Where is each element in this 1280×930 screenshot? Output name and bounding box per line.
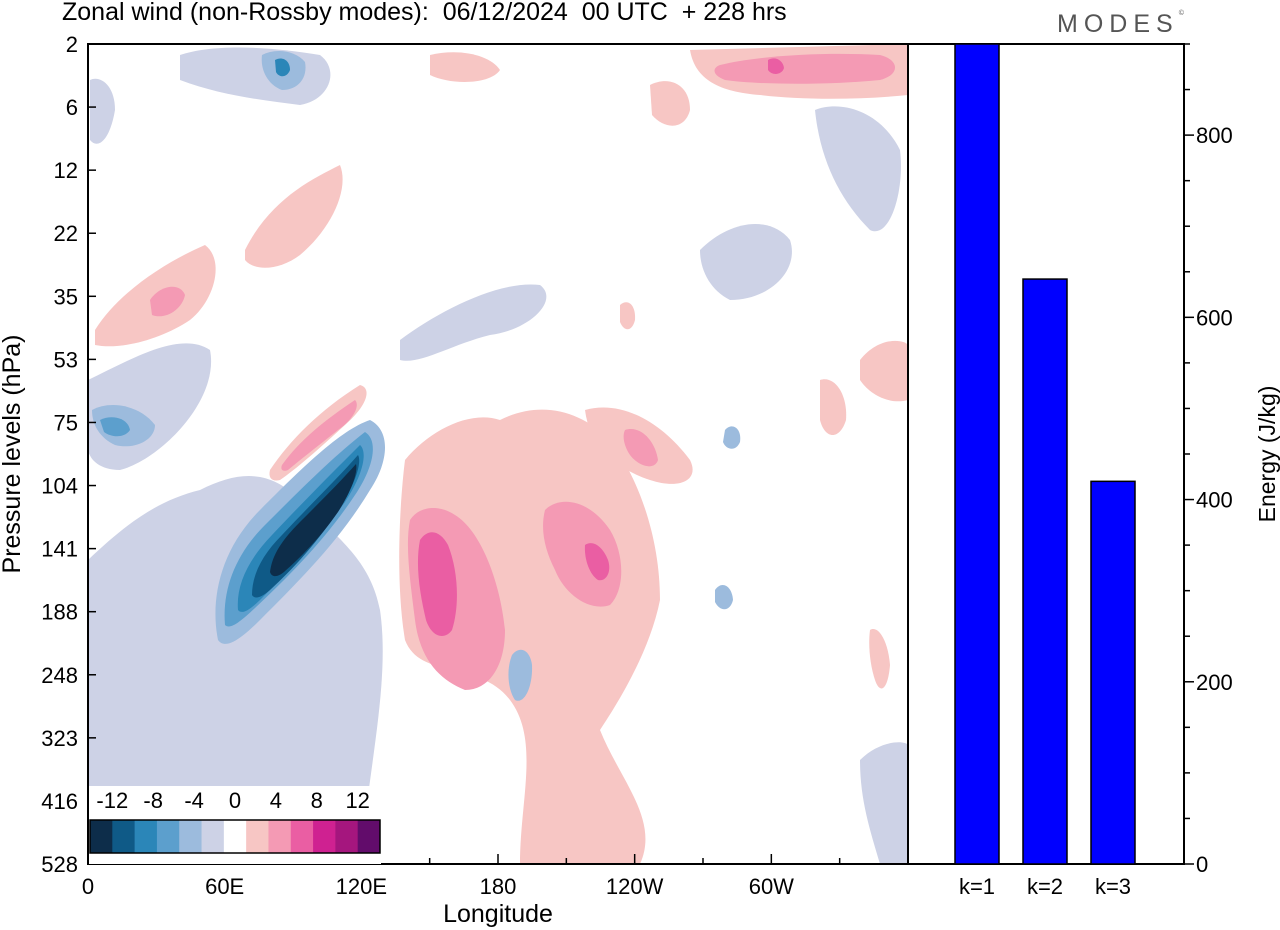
colorbar-swatch [246,820,269,853]
contour-neg-blob-4 [150,625,180,681]
contour-pos-top-right-2 [768,58,784,74]
y-tick-label: 35 [54,284,78,309]
contour-pos-core-2 [417,532,457,636]
brand-logo: MODES© [1057,10,1184,39]
colorbar-label: 4 [270,788,282,813]
colorbar-swatch [268,820,292,853]
contour-pos-core-3 [543,501,622,607]
contour-neg-light-east [700,223,792,300]
y-axis-label: Pressure levels (hPa) [0,335,26,574]
y-tick-label: 22 [54,221,78,246]
x-tick-label: 180 [480,874,517,899]
contour-pos-top-right-1 [714,53,895,84]
x-tick-label: 60W [749,874,794,899]
contour-pos-blob-2 [650,81,690,126]
energy-tick-label: 800 [1196,123,1233,148]
bar-category-labels: k=1 k=2 k=3 [959,874,1131,899]
contour-pos-light-upper-mid [245,165,343,268]
energy-tick-label: 200 [1196,670,1233,695]
y-tick-label: 6 [66,95,78,120]
contour-neg-west-2 [100,417,130,437]
colorbar-swatch [179,820,203,853]
colorbar-swatch [90,820,113,853]
contour-pos-blob-3 [820,379,847,435]
contour-neg-light-top-right [815,106,901,232]
colorbar-label: -8 [143,788,163,813]
contour-pos-core-4 [584,543,610,581]
contour-pos-west-1 [150,286,185,317]
colorbar-labels: -12 -8 -4 0 4 8 12 [96,788,370,813]
x-tick-label: 120W [606,874,664,899]
colorbar-frame [89,819,381,854]
colorbar-swatch [156,820,180,853]
y-tick-label: 248 [41,663,78,688]
colorbar-label: -12 [96,788,128,813]
colorbar-swatch [335,820,359,853]
energy-bar [1022,278,1068,865]
y-tick-label: 188 [41,600,78,625]
x-axis-label: Longitude [443,900,553,928]
contour-neg-blob-3 [715,585,733,610]
y-tick-label: 53 [54,347,78,372]
colorbar-label: 8 [311,788,323,813]
energy-tick-label: 400 [1196,488,1233,513]
contour-pos-blob-1 [620,302,636,330]
x-tick-label: 0 [82,874,94,899]
colorbar-swatch [201,820,225,853]
colorbar-swatch [290,820,314,853]
y-tick-label: 2 [66,32,78,57]
brand-mark: © [1178,10,1184,17]
contour-neg-light-top-left [180,47,331,105]
y-tick-label: 528 [41,852,78,877]
contour-neg-top-left-2 [275,58,290,77]
y-tick-label: 104 [41,474,78,499]
colorbar-label: -4 [184,788,204,813]
energy-bar [954,43,1000,865]
contour-pos-streak-2 [281,400,357,471]
x-tick-label: 120E [336,874,387,899]
bar-category-label: k=3 [1095,874,1131,899]
contour-pos-light-top-mid [430,52,500,82]
contour-neg-blob-1 [508,649,533,701]
y-tick-label: 416 [41,789,78,814]
contour-neg-light-mid [400,284,547,361]
longitude-axis: 0 60E 120E 180 120W 60W [82,854,909,899]
energy-bar [1090,480,1136,865]
colorbar-swatch [357,820,381,853]
contour-pos-blob-4 [869,629,890,689]
pressure-axis: 2 6 12 22 35 53 75 104 141 188 248 323 416 528 [41,32,96,877]
y-tick-label: 75 [54,410,78,435]
colorbar-swatch [223,820,247,853]
y-tick-label: 141 [41,537,78,562]
colorbar-label: 12 [345,788,369,813]
chart-title: Zonal wind (non-Rossby modes): 06/12/202… [62,0,787,26]
brand-name: MODES [1057,10,1179,38]
bar-category-label: k=1 [959,874,995,899]
energy-bars [954,43,1136,865]
colorbar-swatch [112,820,136,853]
colorbar-swatch [313,820,336,853]
contour-neg-light-bottom-right [860,742,908,864]
energy-axis: 0 200 400 600 800 [1184,43,1233,877]
y-tick-label: 323 [41,726,78,751]
colorbar-swatch [134,820,158,853]
colorbar-label: 0 [229,788,241,813]
x-tick-label: 60E [205,874,244,899]
energy-tick-label: 0 [1196,852,1208,877]
bar-category-label: k=2 [1027,874,1063,899]
energy-axis-label: Energy (J/kg) [1254,386,1280,523]
y-tick-label: 12 [54,158,78,183]
contour-neg-streak-5 [270,464,357,577]
contour-field [88,44,908,864]
contour-pos-core-5 [623,429,658,467]
contour-neg-blob-5 [90,78,115,144]
colorbar [89,786,381,864]
energy-tick-label: 600 [1196,305,1233,330]
contour-pos-light-east [860,340,908,402]
contour-neg-blob-2 [723,426,741,449]
contour-neg-light-lower-left [88,476,383,864]
